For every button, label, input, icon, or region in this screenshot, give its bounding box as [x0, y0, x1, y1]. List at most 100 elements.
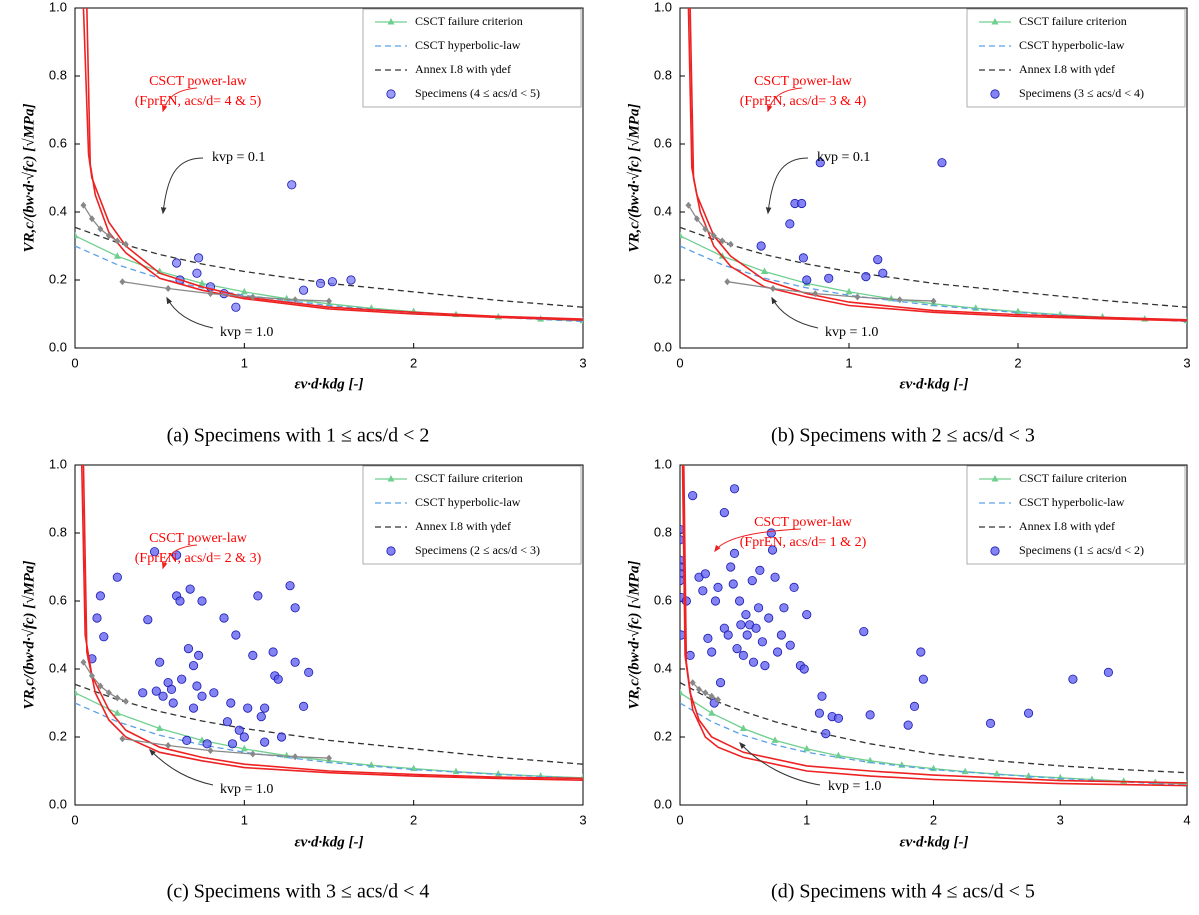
specimen-point — [315, 278, 326, 288]
legend-label: Specimens (3 ≤ acs/d < 4) — [1019, 86, 1144, 100]
specimen-point — [243, 703, 253, 713]
specimen-point — [723, 630, 733, 640]
y-tick-label: 0.8 — [49, 524, 67, 539]
triangle-marker — [113, 709, 121, 716]
specimen-point — [219, 613, 229, 623]
specimen-point — [861, 271, 871, 282]
legend-marker — [991, 18, 999, 25]
diamond-marker — [727, 240, 734, 248]
specimen-point — [797, 198, 807, 209]
legend-label: CSCT failure criterion — [415, 14, 523, 28]
specimen-point — [726, 562, 736, 572]
x-tick-label: 2 — [410, 355, 417, 370]
annotation-arrow — [161, 87, 198, 113]
specimen-point — [802, 275, 812, 285]
specimen-point — [817, 691, 827, 701]
x-tick-label: 0 — [676, 355, 683, 370]
specimen-point — [760, 660, 770, 671]
x-tick-label: 3 — [1183, 355, 1190, 370]
specimen-point — [256, 711, 266, 722]
series-line — [683, 465, 1187, 787]
diamond-marker — [689, 679, 696, 687]
diamond-marker — [122, 240, 129, 248]
specimen-point — [767, 545, 778, 555]
specimen-point — [138, 688, 148, 698]
diamond-marker — [769, 285, 776, 292]
diamond-marker — [105, 689, 112, 697]
x-tick-label: 1 — [241, 812, 248, 827]
specimen-point — [833, 713, 844, 723]
x-tick-label: 1 — [803, 812, 810, 827]
diamond-marker — [114, 237, 121, 245]
annotation: kvp = 0.1 — [212, 150, 265, 165]
specimen-point — [234, 725, 244, 735]
specimen-point — [729, 484, 740, 494]
plot-frame — [74, 7, 584, 349]
series-line — [75, 235, 583, 322]
specimen-point — [865, 710, 875, 720]
annotation: (FprEN, acs/d= 2 & 3) — [135, 551, 262, 566]
series-line — [86, 8, 583, 321]
caption: (c) Specimens with 3 ≤ acs/d < 4 — [167, 881, 430, 903]
specimen-point — [916, 647, 926, 657]
diamond-marker — [930, 297, 937, 305]
specimen-point — [719, 507, 729, 518]
legend-label: CSCT hyperbolic-law — [1019, 38, 1125, 52]
specimen-point — [177, 674, 187, 684]
specimen-point — [99, 632, 109, 642]
specimen-point — [748, 657, 759, 667]
specimen-point — [194, 650, 204, 661]
x-tick-label: 3 — [579, 812, 586, 827]
diamond-marker — [97, 225, 104, 233]
diamond-marker — [326, 297, 332, 305]
y-tick-label: 0.0 — [654, 796, 672, 811]
legend-box — [362, 465, 582, 565]
specimen-point — [197, 691, 207, 701]
legend-label: Specimens (2 ≤ acs/d < 3) — [415, 543, 540, 557]
triangle-marker — [240, 744, 248, 752]
triangle-marker — [761, 267, 768, 274]
specimen-point — [821, 728, 831, 739]
specimen-point — [197, 596, 207, 606]
diamond-marker — [702, 689, 709, 697]
legend: CSCT failure criterion CSCT hyperbolic-la… — [966, 465, 1186, 565]
specimen-point — [1068, 674, 1078, 684]
diamond-marker — [693, 215, 700, 223]
specimen-point — [703, 633, 713, 644]
specimen-point — [287, 180, 297, 190]
legend-label: CSCT hyperbolic-law — [415, 38, 521, 52]
annotation: CSCT power-law — [754, 74, 853, 89]
diamond-marker — [114, 694, 121, 702]
plot — [680, 8, 1187, 324]
x-tick-label: 0 — [676, 812, 683, 827]
annotation-arrow — [160, 157, 204, 215]
specimen-point — [268, 647, 278, 657]
specimen-point — [715, 677, 726, 688]
annotation: kvp = 1.0 — [220, 325, 273, 340]
triangle-marker — [75, 688, 79, 696]
y-tick-label: 0.4 — [49, 203, 67, 218]
plot-frame — [679, 7, 1188, 349]
series-line — [75, 226, 583, 308]
diamond-marker — [708, 692, 715, 700]
legend-marker — [387, 18, 395, 25]
y-tick-label: 0.6 — [49, 592, 67, 607]
specimen-point — [909, 701, 920, 712]
specimen-point — [143, 615, 153, 625]
y-tick-label: 1.0 — [654, 0, 672, 14]
series-line — [122, 738, 330, 759]
specimen-point — [798, 253, 808, 263]
y-tick-label: 0.6 — [49, 135, 67, 150]
x-tick-label: 2 — [1014, 355, 1021, 370]
specimen-point — [688, 490, 698, 501]
annotation-arrow — [714, 528, 802, 553]
specimen-point — [903, 720, 913, 730]
diamond-marker — [207, 290, 214, 298]
specimen-point — [172, 258, 182, 268]
specimen-point — [937, 158, 947, 168]
annotation: kvp = 1.0 — [220, 782, 273, 797]
specimen-point — [757, 637, 767, 647]
specimen-point — [1103, 667, 1114, 678]
plot — [75, 465, 583, 781]
specimen-point — [112, 572, 122, 582]
